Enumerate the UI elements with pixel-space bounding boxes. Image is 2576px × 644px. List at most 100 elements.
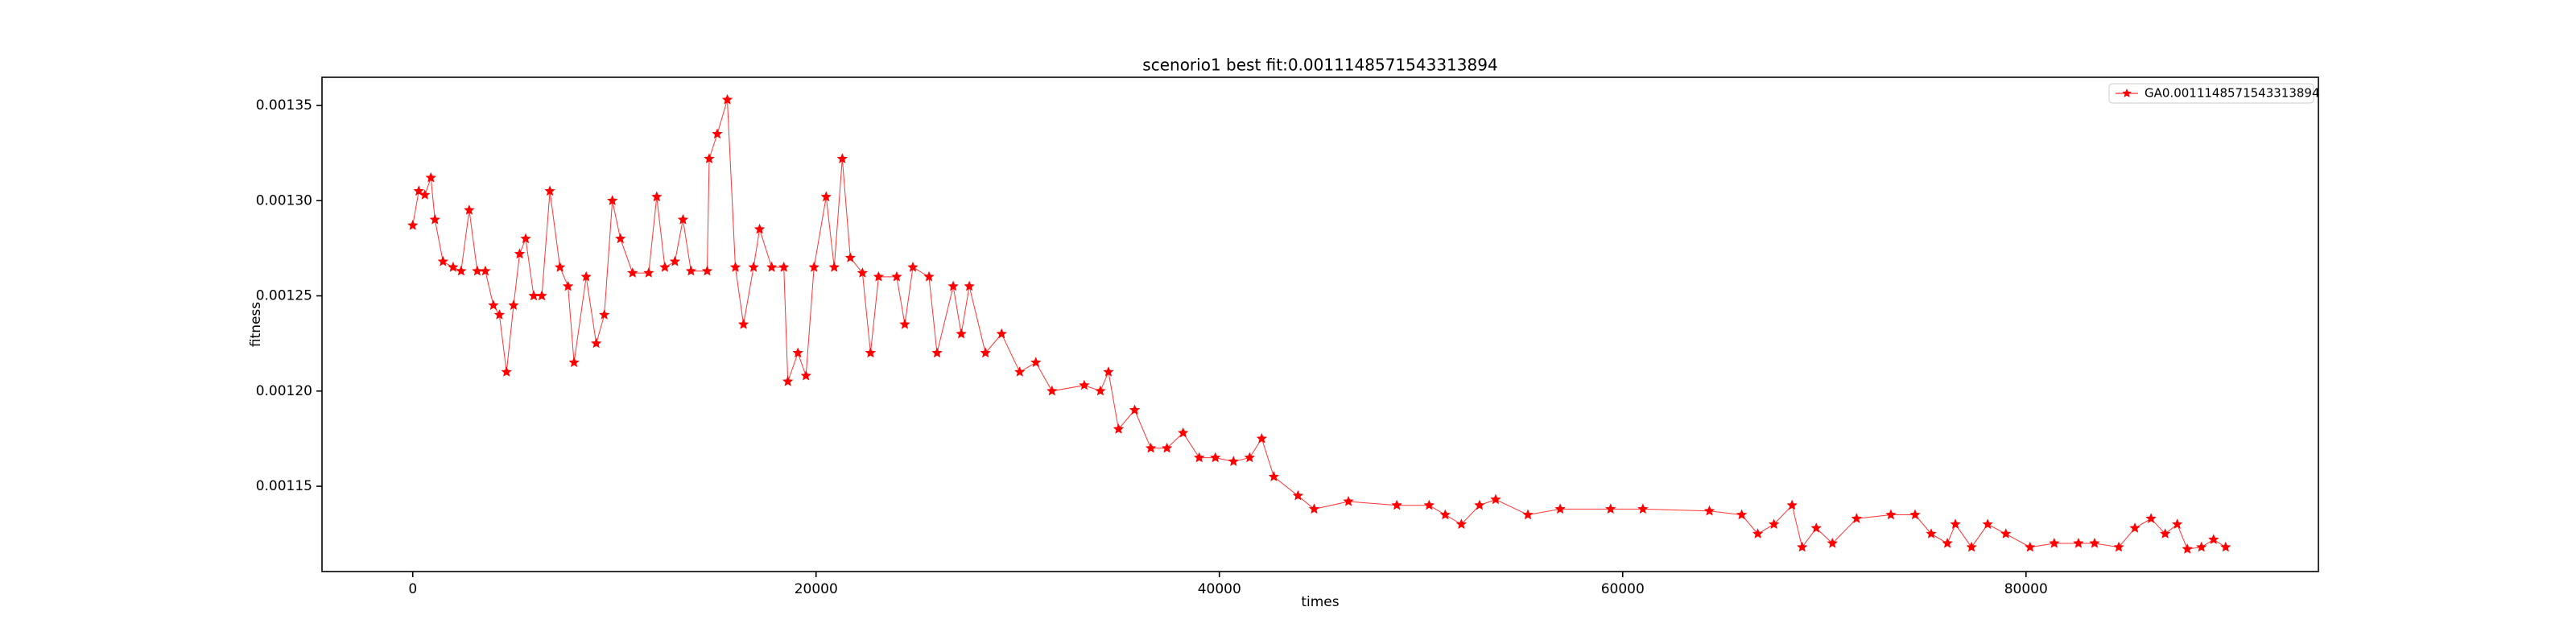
data-point bbox=[472, 265, 483, 276]
data-point bbox=[980, 347, 991, 358]
data-point bbox=[1194, 452, 1205, 463]
x-tick-label: 0 bbox=[408, 581, 417, 597]
data-point bbox=[800, 369, 811, 381]
data-point bbox=[563, 280, 574, 291]
data-point bbox=[712, 128, 723, 139]
data-point bbox=[956, 328, 967, 339]
data-point bbox=[1554, 503, 1566, 514]
data-point bbox=[615, 233, 626, 244]
data-point bbox=[456, 265, 467, 276]
x-tick-label: 20000 bbox=[795, 581, 838, 597]
data-point bbox=[2172, 518, 2183, 529]
data-point bbox=[923, 270, 935, 282]
data-point bbox=[1228, 456, 1239, 466]
data-point bbox=[2160, 528, 2171, 539]
data-point bbox=[729, 262, 741, 272]
data-point bbox=[2113, 541, 2124, 552]
data-point bbox=[1079, 379, 1090, 390]
data-point bbox=[488, 299, 499, 310]
data-point bbox=[480, 265, 491, 276]
data-point bbox=[1256, 432, 1267, 444]
data-point bbox=[1909, 509, 1921, 520]
y-axis-label: fitness bbox=[248, 302, 264, 347]
y-tick-label: 0.00130 bbox=[256, 192, 312, 208]
data-point bbox=[1605, 503, 1616, 514]
data-point bbox=[907, 262, 919, 272]
data-point bbox=[836, 153, 848, 163]
data-point bbox=[2000, 528, 2012, 539]
y-tick-label: 0.00115 bbox=[256, 478, 312, 494]
data-point bbox=[659, 262, 671, 272]
data-point bbox=[820, 191, 832, 202]
legend-label: GA0.0011148571543313894 bbox=[2145, 86, 2320, 101]
x-tick-label: 80000 bbox=[2004, 581, 2048, 597]
data-point bbox=[627, 267, 638, 278]
data-point bbox=[2089, 538, 2100, 548]
data-point bbox=[1942, 538, 1953, 548]
data-point bbox=[580, 270, 592, 282]
legend-marker bbox=[2122, 89, 2132, 97]
data-point bbox=[873, 270, 885, 282]
data-point bbox=[1145, 442, 1157, 453]
data-point bbox=[669, 255, 680, 266]
data-point bbox=[1769, 518, 1780, 529]
data-point bbox=[2129, 522, 2140, 533]
x-tick-label: 40000 bbox=[1198, 581, 1241, 597]
data-point bbox=[520, 233, 531, 244]
data-point bbox=[425, 171, 436, 183]
plot-frame bbox=[321, 76, 2319, 572]
data-point bbox=[1926, 528, 1937, 539]
data-point bbox=[1490, 493, 1501, 505]
data-point bbox=[748, 262, 759, 272]
data-point bbox=[753, 223, 766, 234]
data-point bbox=[1308, 503, 1320, 514]
data-point bbox=[643, 267, 654, 278]
data-point bbox=[2049, 538, 2060, 548]
data-point bbox=[1030, 357, 1042, 367]
data-point bbox=[1703, 505, 1715, 516]
data-point bbox=[419, 189, 431, 200]
data-point bbox=[2220, 541, 2231, 552]
y-tick-label: 0.00135 bbox=[256, 97, 312, 114]
data-point bbox=[778, 262, 790, 272]
data-point bbox=[1046, 385, 1058, 396]
data-point bbox=[964, 280, 975, 291]
data-point bbox=[1162, 442, 1173, 453]
data-point bbox=[947, 280, 959, 291]
data-point bbox=[1292, 489, 1304, 501]
data-point bbox=[599, 309, 610, 320]
data-point bbox=[591, 337, 602, 349]
data-point bbox=[493, 309, 506, 320]
data-point bbox=[2073, 538, 2084, 548]
data-point bbox=[857, 267, 868, 278]
data-point bbox=[891, 270, 902, 282]
data-point bbox=[1113, 423, 1125, 434]
data-point bbox=[865, 347, 876, 358]
chart-title: scenorio1 best fit:0.0011148571543313894 bbox=[1142, 56, 1497, 75]
data-point bbox=[544, 185, 555, 196]
data-point bbox=[651, 191, 663, 202]
data-point bbox=[1129, 404, 1141, 415]
data-point bbox=[782, 376, 794, 386]
data-point bbox=[607, 195, 618, 205]
data-point bbox=[1268, 471, 1279, 481]
data-point bbox=[1423, 499, 1435, 510]
data-point bbox=[1827, 538, 1838, 548]
data-point bbox=[464, 204, 475, 215]
x-tick-label: 60000 bbox=[1601, 581, 1645, 597]
data-point bbox=[1885, 509, 1897, 520]
data-point bbox=[429, 213, 440, 225]
data-point bbox=[1982, 518, 1993, 529]
data-point bbox=[2025, 541, 2036, 552]
data-point bbox=[2196, 541, 2207, 552]
data-point bbox=[1343, 496, 1354, 506]
data-point bbox=[2145, 513, 2157, 523]
data-point bbox=[407, 220, 419, 230]
series-line bbox=[412, 99, 2227, 550]
data-point bbox=[508, 299, 519, 310]
data-point bbox=[1786, 499, 1798, 510]
data-point bbox=[677, 213, 689, 225]
data-point bbox=[514, 248, 526, 259]
